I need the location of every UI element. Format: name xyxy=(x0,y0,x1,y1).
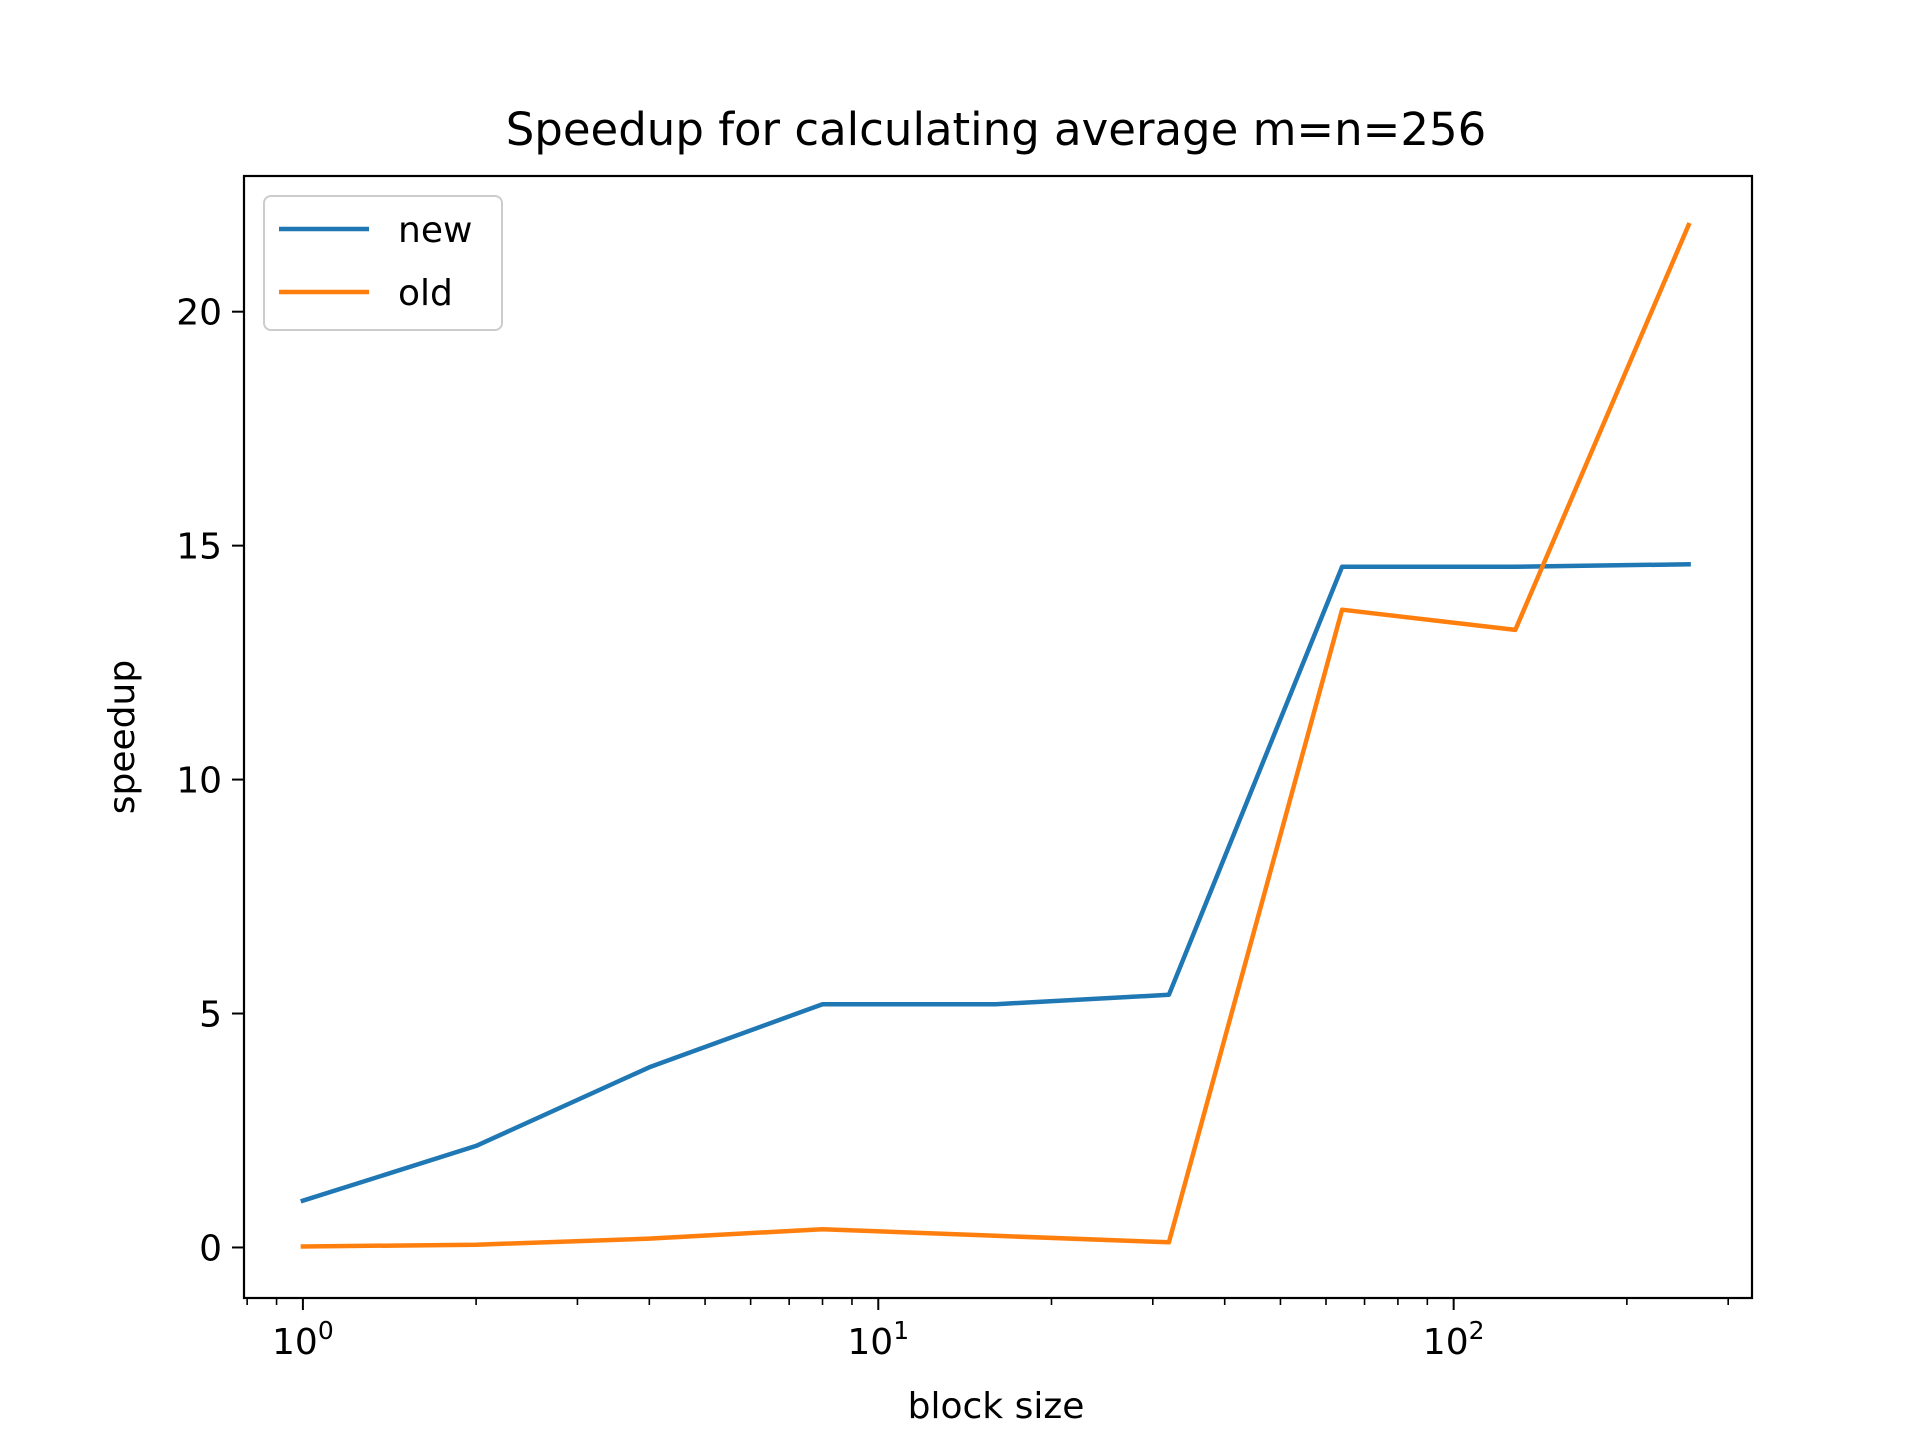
series-layer xyxy=(300,222,1692,1249)
chart-title: Speedup for calculating average m=n=256 xyxy=(506,103,1487,156)
legend-label-new: new xyxy=(398,210,472,251)
x-axis-label: block size xyxy=(908,1386,1085,1427)
plot-area-frame xyxy=(242,174,1754,1300)
x-axis: 100 101 102 xyxy=(246,1298,1729,1363)
legend: new old xyxy=(263,195,503,331)
y-tick-label: 20 xyxy=(176,293,222,334)
legend-label-old: old xyxy=(398,273,453,314)
y-tick-label: 15 xyxy=(176,527,222,568)
x-tick-label: 101 xyxy=(847,1316,909,1363)
x-tick-label: 100 xyxy=(272,1316,334,1363)
x-tick-label: 102 xyxy=(1423,1316,1485,1363)
y-tick-label: 5 xyxy=(199,995,222,1036)
y-tick-label: 0 xyxy=(199,1228,222,1269)
y-axis: 0 5 10 15 20 xyxy=(176,293,244,1269)
y-tick-label: 10 xyxy=(176,761,222,802)
y-axis-label: speedup xyxy=(102,660,143,814)
